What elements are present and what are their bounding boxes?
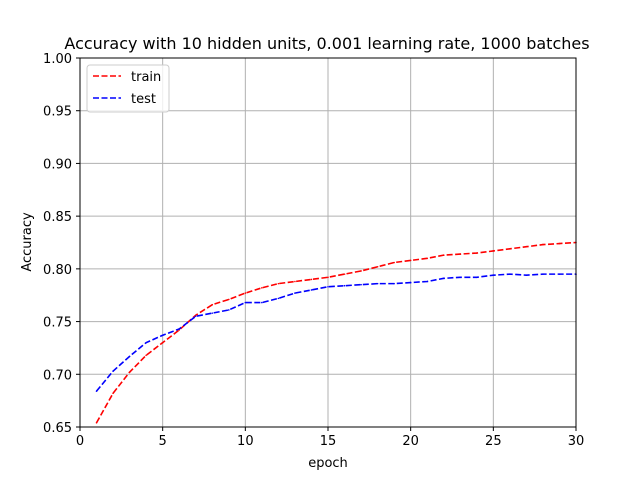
- y-tick-label: 1.00: [43, 52, 72, 67]
- data-point-test: [112, 370, 114, 372]
- data-point-train: [492, 250, 495, 252]
- data-point-train: [459, 253, 462, 255]
- x-tick-label: 0: [76, 434, 84, 449]
- data-point-train: [112, 392, 114, 395]
- legend-label-test: test: [131, 92, 156, 107]
- data-point-train: [442, 254, 445, 256]
- data-point-train: [376, 265, 379, 268]
- data-point-train: [228, 298, 230, 301]
- data-point-test: [393, 282, 395, 285]
- x-tick-label: 30: [568, 434, 585, 449]
- data-point-test: [509, 273, 511, 275]
- data-point-train: [360, 270, 362, 272]
- data-point-test: [228, 309, 230, 311]
- x-tick-label: 25: [485, 434, 502, 449]
- data-point-test: [360, 283, 362, 286]
- data-point-test: [95, 390, 98, 392]
- data-point-train: [393, 261, 395, 264]
- data-point-train: [261, 287, 263, 289]
- data-point-test: [145, 341, 147, 344]
- data-point-test: [211, 312, 214, 314]
- data-point-test: [409, 281, 412, 284]
- data-point-train: [211, 303, 214, 306]
- x-tick-label: 15: [320, 434, 337, 449]
- data-point-test: [442, 277, 445, 280]
- axis-ticks: 0 5 10 15 20 25 30 0.65 0.70 0.75 0.80 0.85 0.90 0.95…: [43, 52, 584, 449]
- data-point-test: [343, 284, 346, 287]
- x-tick-label: 10: [237, 434, 254, 449]
- data-point-test: [426, 280, 429, 283]
- grid-lines: [79, 57, 577, 428]
- data-point-train: [244, 292, 247, 294]
- data-point-train: [294, 280, 296, 283]
- y-tick-label: 0.70: [43, 368, 72, 383]
- data-point-train: [409, 259, 412, 262]
- data-point-train: [277, 282, 280, 285]
- data-point-test: [161, 334, 164, 337]
- data-point-train: [509, 248, 511, 250]
- series-layer: [95, 241, 577, 424]
- data-point-test: [178, 328, 180, 330]
- data-point-train: [558, 242, 561, 245]
- data-point-test: [376, 282, 379, 285]
- data-point-test: [194, 315, 197, 318]
- data-point-train: [426, 257, 429, 260]
- y-axis-label: Accuracy: [20, 212, 35, 272]
- data-point-train: [525, 245, 528, 248]
- data-point-train: [145, 354, 147, 357]
- data-point-test: [327, 285, 329, 288]
- legend-label-train: train: [131, 70, 161, 85]
- data-point-test: [492, 274, 495, 276]
- data-point-test: [294, 292, 296, 294]
- data-point-train: [161, 341, 164, 344]
- data-point-train: [310, 278, 313, 281]
- data-point-test: [261, 301, 263, 304]
- chart-title: Accuracy with 10 hidden units, 0.001 lea…: [64, 34, 589, 53]
- data-point-test: [558, 273, 561, 275]
- series-line-test: [95, 273, 576, 392]
- x-axis-label: epoch: [308, 456, 348, 471]
- data-point-train: [128, 371, 131, 373]
- data-point-train: [476, 252, 478, 254]
- x-tick-label: 5: [159, 434, 167, 449]
- data-point-test: [476, 276, 478, 279]
- y-tick-label: 0.80: [43, 263, 72, 278]
- data-point-train: [327, 276, 329, 279]
- data-point-test: [128, 355, 131, 358]
- data-point-test: [277, 297, 280, 300]
- data-point-train: [95, 421, 98, 424]
- y-tick-label: 0.90: [43, 157, 72, 172]
- y-tick-label: 0.65: [43, 421, 72, 436]
- y-tick-label: 0.75: [43, 316, 72, 331]
- x-tick-label: 20: [402, 434, 419, 449]
- data-point-test: [525, 274, 528, 276]
- data-point-test: [542, 273, 544, 275]
- data-point-train: [343, 273, 346, 275]
- y-tick-label: 0.95: [43, 105, 72, 120]
- data-point-test: [310, 289, 313, 291]
- y-tick-label: 0.85: [43, 210, 72, 225]
- data-point-train: [542, 243, 544, 246]
- data-point-test: [244, 301, 247, 304]
- data-point-test: [459, 276, 462, 279]
- series-line-train: [95, 241, 577, 424]
- legend: train test: [86, 64, 170, 113]
